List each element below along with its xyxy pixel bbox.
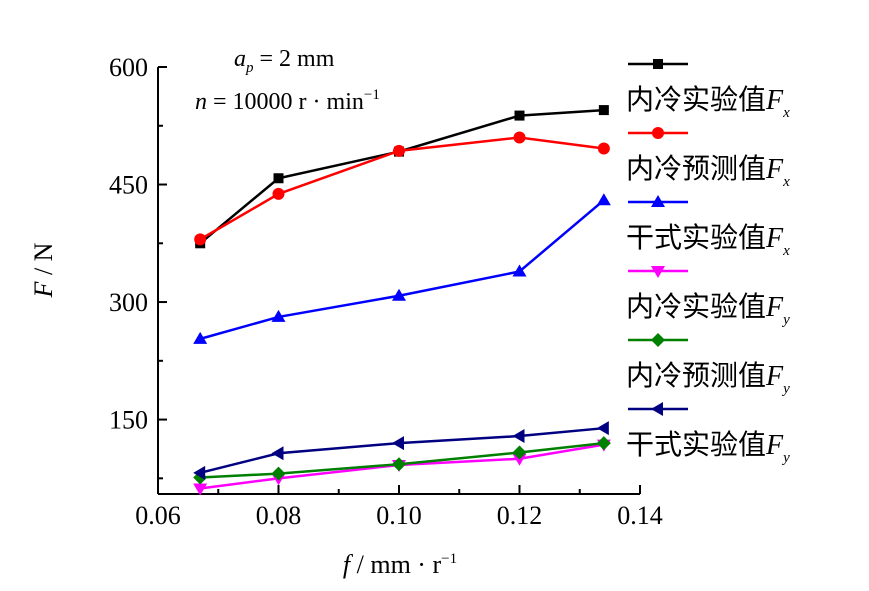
data-point — [512, 264, 527, 277]
legend-swatch-marker — [653, 59, 663, 69]
data-point — [392, 457, 406, 472]
legend-item-6: 干式实验值Fy — [626, 402, 790, 466]
data-point — [596, 436, 611, 451]
x-tick-label: 0.10 — [376, 501, 422, 530]
legend-swatch-marker — [652, 127, 664, 139]
y-tick-label: 150 — [109, 406, 148, 435]
data-point — [271, 446, 284, 461]
annotation-ap: ap = 2 mm — [234, 46, 335, 76]
data-point — [596, 421, 609, 436]
data-point — [193, 331, 208, 344]
x-tick-label: 0.14 — [617, 501, 663, 530]
legend-swatch-marker — [651, 266, 665, 278]
x-axis-label: f / mm · r−1 — [343, 550, 457, 579]
data-point — [597, 142, 610, 155]
legend-label: 内冷实验值Fy — [626, 290, 790, 328]
data-point — [393, 144, 405, 157]
data-point — [598, 105, 609, 116]
series-line — [199, 199, 605, 341]
legend: 内冷实验值Fx 内冷预测值Fx 干式实验值Fx 内冷实验值Fy 内冷预测值Fy 干式实验值… — [626, 59, 790, 466]
series-3 — [193, 193, 611, 344]
data-point — [392, 288, 406, 301]
series-line — [199, 108, 604, 245]
y-tick-label: 600 — [109, 53, 148, 82]
data-point — [392, 436, 404, 451]
legend-item-1: 内冷实验值Fx — [626, 59, 790, 121]
data-point — [271, 309, 286, 322]
x-tick-label: 0.12 — [497, 501, 543, 530]
data-point — [273, 173, 284, 184]
x-tick-label: 0.08 — [256, 501, 302, 530]
series-2 — [194, 131, 610, 246]
x-tick-label: 0.06 — [135, 501, 181, 530]
data-point — [512, 445, 527, 460]
legend-swatch-marker — [651, 195, 665, 207]
series-6 — [193, 421, 609, 480]
legend-label: 内冷预测值Fy — [626, 359, 790, 397]
series-1 — [195, 105, 609, 249]
data-point — [193, 465, 206, 480]
y-tick-label: 450 — [109, 171, 148, 200]
data-point — [272, 187, 285, 200]
legend-label: 内冷预测值Fx — [626, 152, 790, 190]
series-layer — [193, 105, 611, 496]
legend-swatch-marker — [651, 402, 663, 416]
y-axis-label: F / N — [29, 242, 58, 298]
data-point — [193, 483, 208, 496]
data-point — [513, 131, 526, 144]
data-point — [194, 233, 207, 246]
legend-label: 干式实验值Fx — [626, 221, 790, 259]
data-point — [271, 466, 286, 481]
data-point — [596, 193, 611, 206]
legend-item-5: 内冷预测值Fy — [626, 333, 790, 397]
data-point — [512, 429, 525, 444]
y-tick-label: 300 — [109, 288, 148, 317]
legend-label: 干式实验值Fy — [626, 428, 790, 466]
legend-item-2: 内冷预测值Fx — [626, 127, 790, 190]
legend-item-3: 干式实验值Fx — [626, 195, 790, 259]
axes: 0.06 0.08 0.10 0.12 0.14 150 300 450 600 — [109, 53, 663, 530]
legend-label: 内冷实验值Fx — [626, 83, 790, 121]
legend-item-4: 内冷实验值Fy — [626, 266, 790, 328]
annotation-n: n = 10000 r · min−1 — [195, 87, 380, 115]
data-point — [514, 110, 525, 121]
data-point — [512, 453, 527, 466]
legend-swatch-marker — [651, 333, 665, 347]
